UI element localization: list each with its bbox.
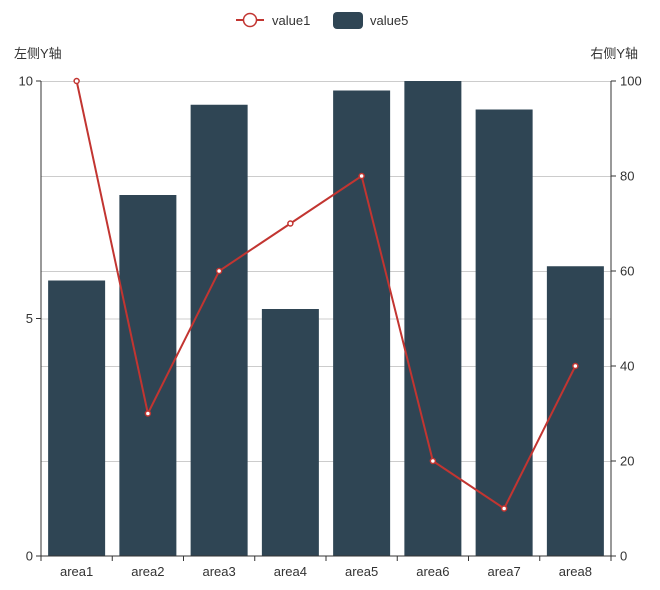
x-tick-label: area5 xyxy=(345,564,378,579)
y-right-tick-label: 60 xyxy=(620,264,634,279)
y-axis-right-name: 右侧Y轴 xyxy=(590,46,638,61)
bar-area3 xyxy=(190,104,248,556)
y-left-tick-label: 0 xyxy=(26,549,33,564)
bar-area4 xyxy=(261,309,319,556)
legend-circle-icon xyxy=(242,12,258,28)
bar-series xyxy=(48,81,604,556)
x-tick-label: area3 xyxy=(203,564,236,579)
x-tick-label: area7 xyxy=(488,564,521,579)
legend-item-value1[interactable]: value1 xyxy=(236,12,310,28)
line-point-area6 xyxy=(429,457,437,465)
bar-area1 xyxy=(48,280,106,556)
bar-area7 xyxy=(475,109,533,556)
line-point-area8 xyxy=(572,362,579,370)
legend-bar-icon xyxy=(333,12,363,29)
line-point-area1 xyxy=(73,77,80,85)
y-axis-left-name: 左侧Y轴 xyxy=(14,46,62,61)
x-tick-label: area4 xyxy=(274,564,307,579)
x-tick-label: area6 xyxy=(416,564,449,579)
y-left-tick-label: 5 xyxy=(26,311,33,326)
y-right-tick-label: 20 xyxy=(620,454,634,469)
y-left-tick-label: 10 xyxy=(19,74,33,89)
bar-area5 xyxy=(333,90,391,556)
x-tick-label: area1 xyxy=(60,564,93,579)
line-point-area7 xyxy=(500,505,508,512)
legend-item-value5[interactable]: value5 xyxy=(333,12,408,29)
legend-label-value1: value1 xyxy=(272,13,310,28)
bar-area8 xyxy=(546,266,604,556)
y-right-tick-label: 80 xyxy=(620,169,634,184)
legend[interactable]: value1 value5 xyxy=(236,12,408,29)
x-tick-label: area2 xyxy=(131,564,164,579)
y-right-tick-label: 100 xyxy=(620,74,642,89)
line-point-area4 xyxy=(287,220,294,227)
legend-label-value5: value5 xyxy=(370,13,408,28)
y-right-tick-label: 0 xyxy=(620,549,627,564)
x-tick-label: area8 xyxy=(559,564,592,579)
y-right-tick-label: 40 xyxy=(620,359,634,374)
line-path xyxy=(75,80,577,510)
bar-area6 xyxy=(404,81,462,556)
line-point-area3 xyxy=(215,267,223,275)
line-point-area2 xyxy=(144,410,152,417)
line-series xyxy=(73,77,579,512)
line-point-area5 xyxy=(358,172,365,180)
